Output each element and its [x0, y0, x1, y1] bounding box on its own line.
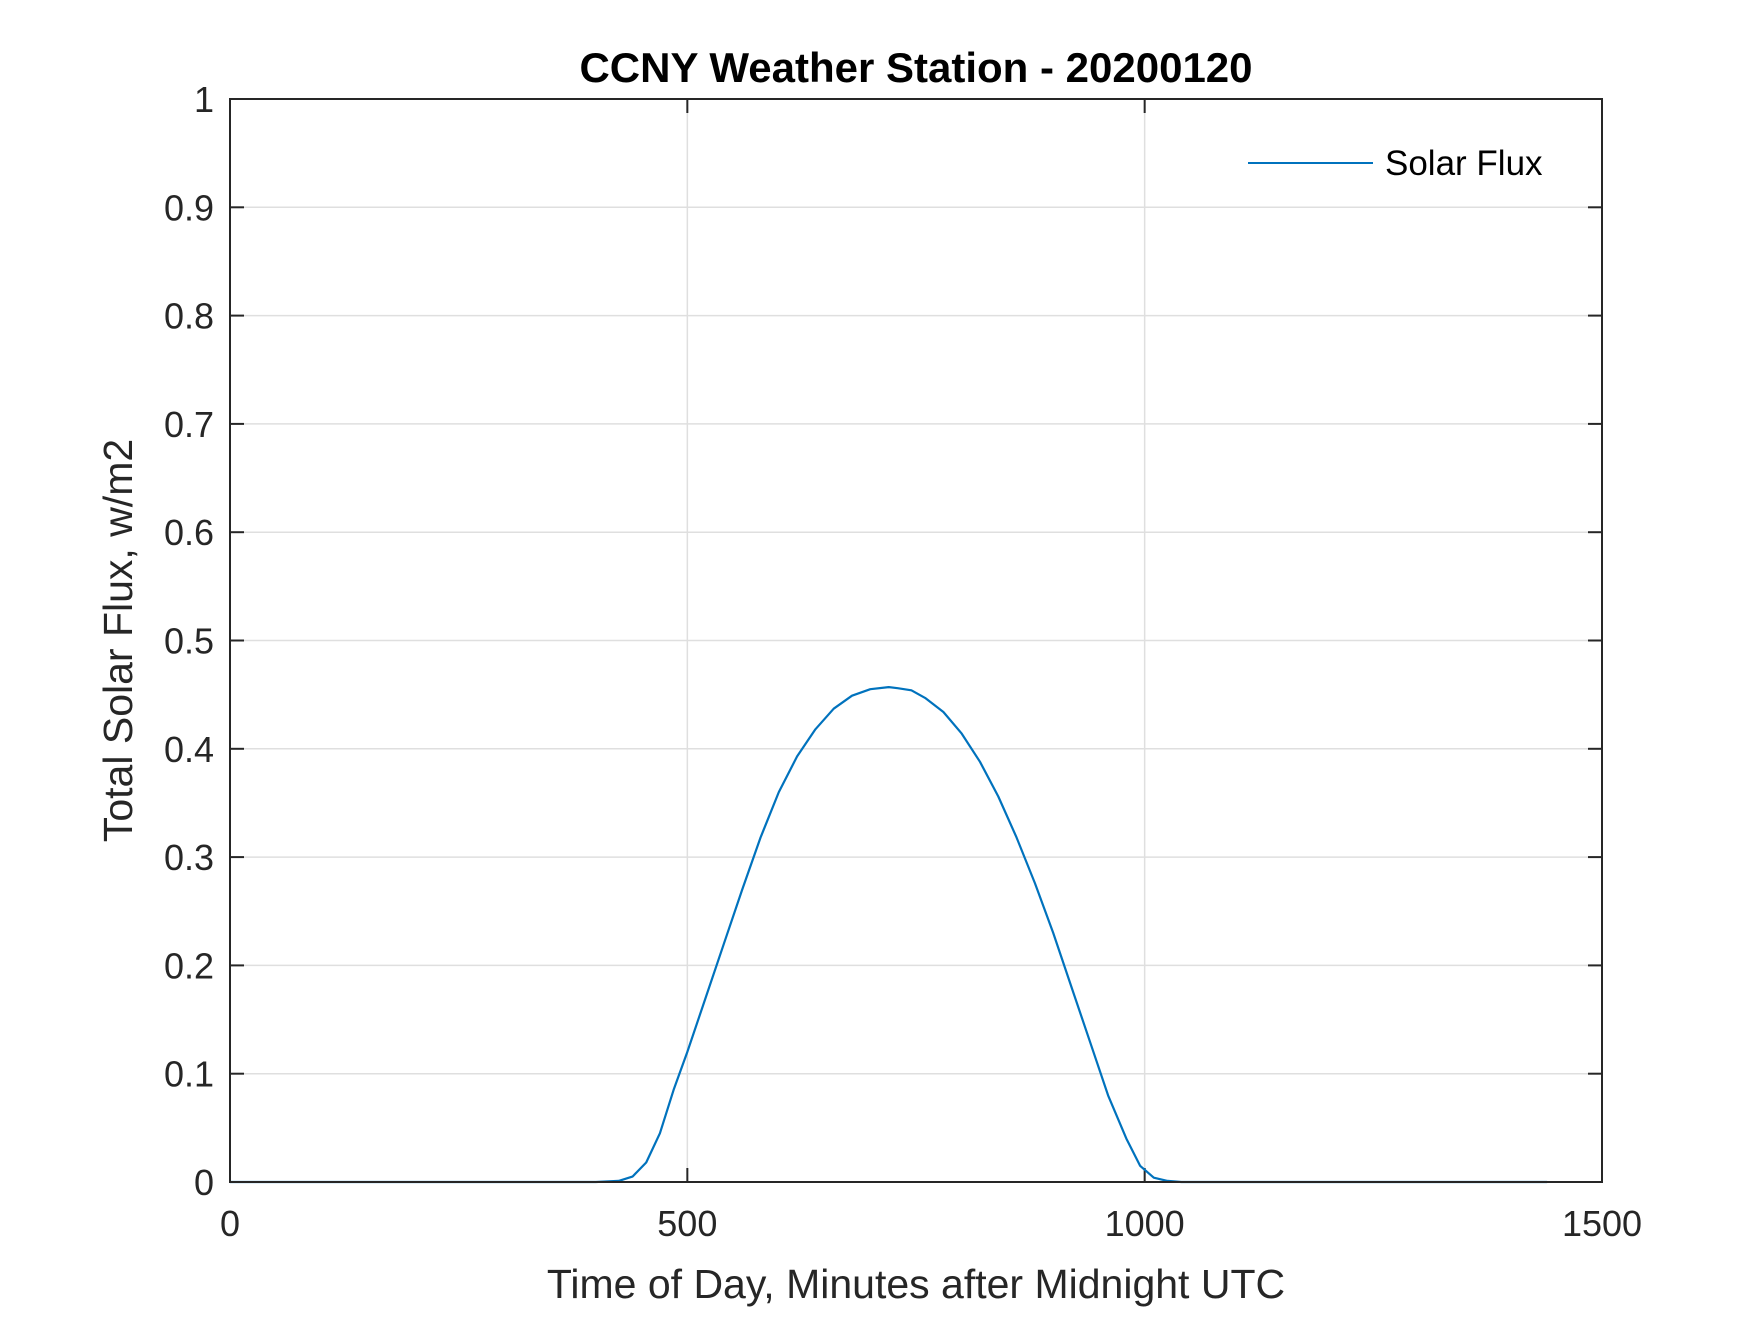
y-tick-labels: 0 0.1 0.2 0.3 0.4 0.5 0.6 0.7 0.8 0.9 1 — [164, 79, 214, 1203]
chart-title: CCNY Weather Station - 20200120 — [579, 44, 1252, 91]
x-tick-label: 500 — [657, 1203, 717, 1244]
x-tick-label: 0 — [220, 1203, 240, 1244]
y-tick-label: 0.9 — [164, 187, 214, 228]
y-tick-label: 0.4 — [164, 729, 214, 770]
series-layer — [230, 685, 1548, 1184]
y-tick-label: 0.1 — [164, 1054, 214, 1095]
y-tick-label: 0 — [194, 1162, 214, 1203]
legend-label-solar-flux: Solar Flux — [1385, 144, 1543, 183]
y-tick-label: 0.5 — [164, 621, 214, 662]
x-axis-title: Time of Day, Minutes after Midnight UTC — [547, 1261, 1285, 1307]
grid-lines — [230, 99, 1602, 1182]
y-tick-label: 0.7 — [164, 404, 214, 445]
y-tick-label: 0.6 — [164, 512, 214, 553]
y-tick-label: 0.2 — [164, 945, 214, 986]
legend: Solar Flux — [1248, 144, 1543, 183]
y-tick-label: 0.3 — [164, 837, 214, 878]
y-axis-title: Total Solar Flux, w/m2 — [95, 439, 141, 842]
y-tick-label: 0.8 — [164, 296, 214, 337]
y-tick-label: 1 — [194, 79, 214, 120]
series-line-solar-flux — [230, 685, 1548, 1184]
x-tick-label: 1500 — [1562, 1203, 1642, 1244]
axes-box — [229, 98, 1603, 1183]
x-tick-labels: 0 500 1000 1500 — [220, 1203, 1642, 1244]
x-tick-label: 1000 — [1105, 1203, 1185, 1244]
